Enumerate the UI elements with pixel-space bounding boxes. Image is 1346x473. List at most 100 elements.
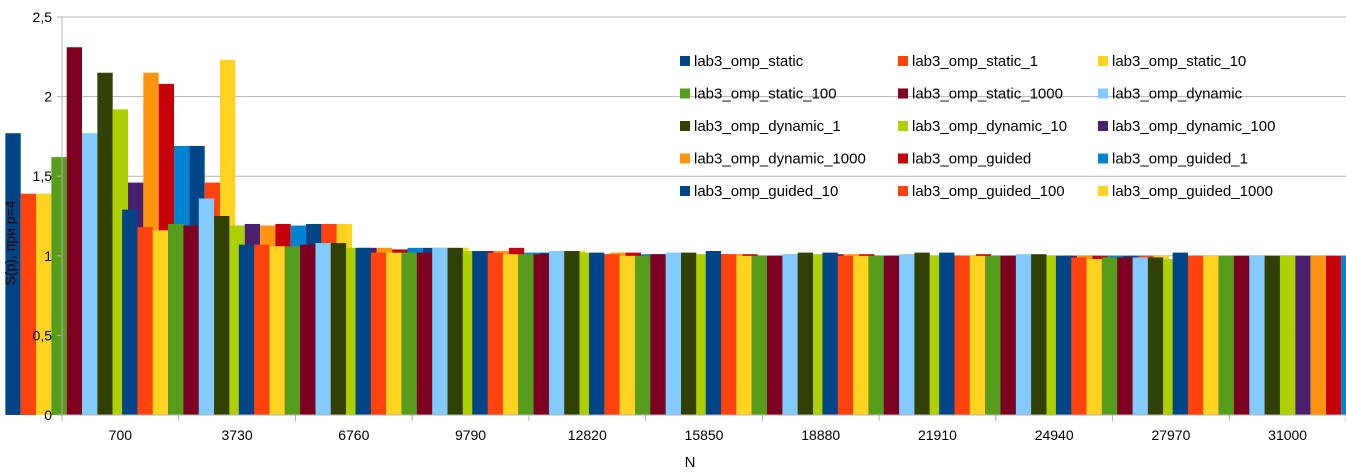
legend-swatch	[898, 121, 908, 131]
x-tick-label: 6760	[338, 427, 369, 443]
bar	[36, 193, 52, 415]
bar	[751, 255, 768, 415]
bar	[1279, 255, 1296, 415]
legend-entry-label: lab3_omp_dynamic_1	[694, 118, 841, 135]
bar	[736, 255, 752, 415]
bar	[1264, 255, 1280, 415]
legend-swatch	[680, 121, 690, 131]
bar	[447, 247, 463, 415]
bar	[868, 255, 884, 415]
y-tick-label: 0,5	[33, 327, 53, 343]
x-tick-label: 15850	[685, 427, 724, 443]
legend-entry-label: lab3_omp_static_1000	[912, 86, 1063, 103]
bar	[533, 254, 549, 415]
bar	[1071, 257, 1087, 415]
legend-swatch	[898, 186, 908, 196]
legend-entry-label: lab3_omp_static_1	[912, 53, 1038, 70]
x-tick-label: 700	[109, 427, 133, 443]
bar	[432, 247, 448, 415]
bar	[1015, 254, 1032, 415]
bar	[914, 252, 930, 415]
bar	[1147, 257, 1164, 415]
bar	[198, 198, 215, 415]
bar	[1086, 258, 1102, 415]
bar	[214, 216, 230, 415]
bar	[315, 243, 331, 415]
legend-swatch	[680, 186, 690, 196]
bar	[1233, 255, 1250, 415]
bar	[705, 251, 722, 415]
x-tick-label: 12820	[568, 427, 607, 443]
bar	[1117, 257, 1133, 415]
legend-swatch	[898, 153, 908, 164]
bar	[969, 255, 986, 415]
bars	[5, 47, 1346, 416]
bar	[1172, 252, 1188, 415]
bar	[899, 254, 915, 415]
y-tick-label: 1,5	[33, 168, 53, 184]
legend-entry-label: lab3_omp_guided_1000	[1112, 183, 1273, 200]
legend-swatch	[1098, 56, 1108, 66]
legend-swatch	[1098, 153, 1108, 164]
bar	[238, 244, 255, 415]
x-tick-label: 3730	[222, 427, 253, 443]
bar	[300, 244, 316, 415]
bar	[66, 47, 83, 415]
bar	[1325, 255, 1342, 415]
bar	[137, 227, 153, 415]
y-axis-label: S(p), при p=4	[2, 200, 18, 285]
x-tick-label: 18880	[801, 427, 840, 443]
bar	[1295, 255, 1311, 415]
bar	[20, 193, 37, 415]
bar	[604, 254, 620, 415]
y-tick-label: 1	[44, 248, 52, 264]
bar	[518, 254, 534, 415]
bar	[1249, 255, 1265, 415]
bar	[985, 255, 1001, 415]
bar	[939, 252, 955, 415]
legend-entry-label: lab3_omp_static_10	[1112, 53, 1246, 70]
legend-swatch	[680, 153, 690, 164]
y-tick-labels: 0 0,5 1 1,5 2 2,5	[33, 9, 53, 423]
legend-swatch	[898, 88, 908, 99]
legend-entry-label: lab3_omp_guided_1	[1112, 151, 1248, 168]
bar	[330, 243, 347, 415]
legend-entry-label: lab3_omp_static_100	[694, 86, 837, 103]
x-tick-label: 31000	[1268, 427, 1307, 443]
legend-entry-label: lab3_omp_guided_100	[912, 183, 1065, 200]
bar	[416, 252, 433, 415]
bar	[487, 252, 503, 415]
bar	[51, 157, 67, 415]
legend-swatch	[680, 88, 690, 99]
legend-swatch	[898, 56, 908, 66]
legend-swatch	[1098, 88, 1108, 99]
axes	[57, 16, 1346, 421]
bar	[1101, 257, 1118, 415]
bar	[837, 255, 854, 415]
bar	[665, 252, 681, 415]
bar	[853, 255, 869, 415]
bar	[1218, 255, 1234, 415]
bar	[650, 254, 666, 415]
bar	[822, 252, 838, 415]
bar	[1187, 255, 1204, 415]
bar	[619, 255, 635, 415]
bar	[782, 254, 798, 415]
bar	[401, 252, 417, 415]
x-tick-label: 21910	[918, 427, 957, 443]
legend-swatch	[1098, 121, 1108, 131]
bar	[284, 246, 301, 415]
x-tick-labels: 700 3730 6760 9790 12820 15850 18880 21910 24940…	[109, 427, 1308, 443]
bar	[548, 251, 565, 415]
x-tick-label: 27970	[1151, 427, 1190, 443]
legend-entry-label: lab3_omp_guided_10	[694, 183, 838, 200]
bar	[1031, 254, 1047, 415]
bar	[1310, 255, 1326, 415]
legend: lab3_omp_static lab3_omp_static_1 lab3_omp…	[680, 53, 1275, 200]
x-axis-label: N	[685, 454, 696, 471]
legend-entry-label: lab3_omp_dynamic_100	[1112, 118, 1275, 135]
bar	[681, 252, 697, 415]
bar	[502, 254, 519, 415]
legend-swatch	[1098, 186, 1108, 196]
y-tick-label: 2,5	[33, 9, 53, 25]
